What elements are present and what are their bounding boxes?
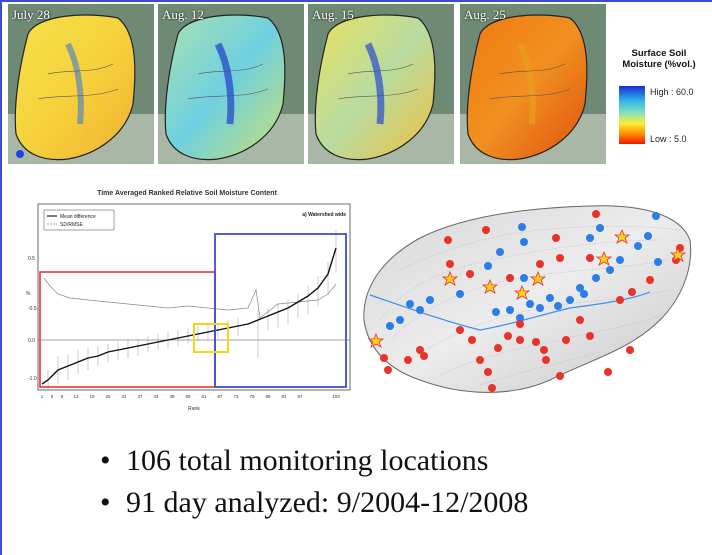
wet-sites-box	[214, 233, 347, 388]
svg-text:0.0: 0.0	[28, 338, 35, 344]
svg-text:0.5: 0.5	[28, 256, 35, 262]
bullet-item: • 91 day analyzed: 9/2004-12/2008	[100, 482, 528, 524]
bullet-list: • 106 total monitoring locations • 91 day …	[100, 440, 528, 524]
svg-text:61: 61	[201, 394, 207, 399]
bullet-text: 91 day analyzed: 9/2004-12/2008	[126, 486, 529, 519]
svg-text:19: 19	[89, 394, 95, 399]
legend-color-bar	[619, 86, 645, 144]
legend-sd-text: SD/RMSE	[60, 222, 83, 228]
panel-date-label: Aug. 12	[162, 7, 204, 22]
soil-moisture-map-panel-4: Aug. 25	[460, 4, 606, 164]
legend-title-line2: Moisture (%vol.)	[622, 59, 696, 70]
chart-plot-area	[37, 203, 351, 391]
bullet-dot-icon: •	[100, 486, 111, 519]
svg-text:103: 103	[332, 394, 340, 399]
error-bars	[47, 230, 337, 390]
slide-border-top	[0, 0, 712, 2]
svg-text:79: 79	[249, 394, 255, 399]
x-tick-labels: 1 5 9 13 19 25 31 37 43 49 55 61 67 73 7…	[41, 394, 341, 399]
svg-text:31: 31	[121, 394, 127, 399]
panel-date-label: July 28	[12, 7, 50, 22]
panel-date-label: Aug. 25	[464, 7, 506, 22]
svg-text:-1.0: -1.0	[28, 376, 37, 382]
stable-sites-box	[193, 323, 229, 353]
svg-text:67: 67	[217, 394, 223, 399]
soil-moisture-map-panel-3: Aug. 15	[308, 4, 454, 164]
bullet-item: • 106 total monitoring locations	[100, 440, 528, 482]
star-location-markers	[367, 228, 687, 348]
y-axis-label: %	[26, 291, 31, 297]
y-tick-labels: 0.5 0.0 -0.5 -1.0	[28, 256, 37, 382]
bullet-text: 106 total monitoring locations	[126, 444, 489, 477]
chart-panel-label: a) Watershed wide	[302, 212, 346, 218]
chart-title: Time Averaged Ranked Relative Soil Moist…	[97, 190, 277, 197]
legend-high-label: High : 60.0	[650, 87, 694, 97]
soil-moisture-map-panel-1: July 28	[8, 4, 154, 164]
svg-text:55: 55	[185, 394, 191, 399]
dry-location-markers	[380, 210, 684, 392]
svg-text:9: 9	[61, 394, 64, 399]
legend-low-label: Low : 5.0	[650, 134, 687, 144]
bullet-dot-icon: •	[100, 444, 111, 477]
sd-line	[43, 277, 337, 319]
svg-text:-0.5: -0.5	[28, 306, 37, 312]
x-axis-label: Rank	[188, 406, 200, 412]
panel-date-label: Aug. 15	[312, 7, 354, 22]
svg-text:73: 73	[233, 394, 239, 399]
svg-text:25: 25	[105, 394, 111, 399]
svg-text:5: 5	[51, 394, 54, 399]
svg-text:85: 85	[265, 394, 271, 399]
wet-location-markers	[386, 212, 662, 330]
mean-difference-line	[41, 247, 337, 385]
chart-legend-box	[43, 209, 115, 231]
svg-text:49: 49	[169, 394, 175, 399]
legend-mean-text: Mean difference	[60, 214, 96, 220]
svg-text:37: 37	[137, 394, 143, 399]
svg-text:97: 97	[297, 394, 303, 399]
soil-moisture-legend: Surface Soil Moisture (%vol.) High : 60.…	[613, 46, 708, 164]
svg-text:43: 43	[153, 394, 159, 399]
svg-text:13: 13	[73, 394, 79, 399]
legend-title-line1: Surface Soil	[631, 48, 687, 59]
svg-text:91: 91	[281, 394, 287, 399]
ranked-soil-moisture-chart: Time Averaged Ranked Relative Soil Moist…	[18, 190, 356, 418]
watershed-locations-map	[363, 205, 692, 393]
svg-text:1: 1	[41, 394, 44, 399]
soil-moisture-map-panel-2: Aug. 12	[158, 4, 304, 164]
legend-title: Surface Soil Moisture (%vol.)	[613, 48, 705, 70]
slide-border-left	[0, 0, 2, 555]
